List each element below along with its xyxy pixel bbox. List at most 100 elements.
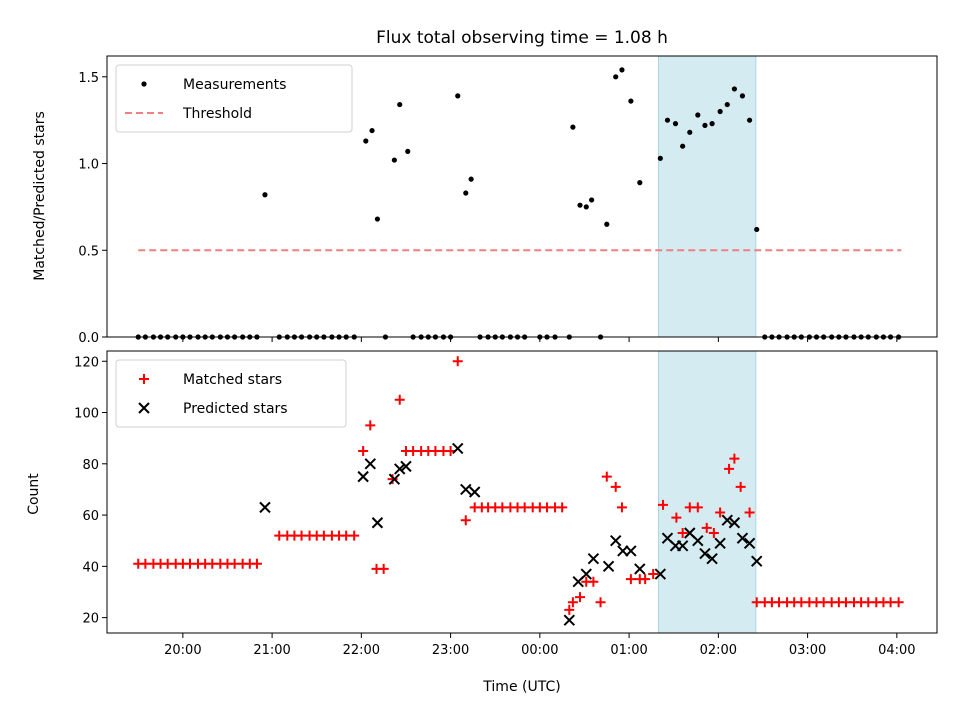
measurement-point [397, 101, 403, 108]
measurement-point [687, 129, 693, 135]
matched-star-point [610, 481, 621, 492]
predicted-star-point [580, 568, 592, 580]
measurement-point [709, 121, 715, 127]
measurement-point [369, 127, 375, 134]
matched-star-point [708, 528, 719, 539]
predicted-star-point [625, 545, 637, 557]
matched-star-point [358, 445, 369, 456]
measurement-point [604, 221, 610, 227]
matched-star-point [460, 515, 471, 526]
axes-frame [106, 350, 938, 634]
predicted-star-point [563, 614, 576, 626]
star-count-panel: 20 40 60 80 100 120 20:00 21:00 22:00 23:00 00:00 0… [26, 350, 938, 695]
top-legend: Measurements Threshold [115, 64, 353, 133]
predicted-star-point [452, 442, 464, 455]
measurement-point [628, 98, 634, 104]
observing-time-span-rect [658, 350, 757, 634]
matched-star-point [378, 563, 389, 574]
predicted-star-point [587, 552, 600, 565]
predicted-star-point [400, 460, 412, 473]
x-tick-label: 20:00 [164, 643, 201, 658]
x-tick-label: 03:00 [789, 643, 826, 658]
legend-label: Predicted stars [183, 401, 288, 417]
y-tick-label: 60 [82, 509, 99, 524]
measurement-point [463, 190, 469, 196]
predicted-star-point [394, 463, 406, 475]
x-axis-label: Time (UTC) [482, 679, 560, 695]
matched-star-point [701, 522, 712, 533]
matched-star-point [588, 576, 599, 587]
predicted-star-point [706, 552, 718, 565]
measurement-point [731, 86, 738, 92]
x-tick-label: 00:00 [521, 643, 558, 658]
y-tick-label: 40 [82, 560, 99, 575]
x-tick-label: 01:00 [610, 643, 647, 658]
measurement-point [262, 192, 268, 198]
measurement-point [664, 117, 671, 123]
star-count-axes: 20 40 60 80 100 120 20:00 21:00 22:00 23:00 00:00 0… [74, 350, 938, 658]
matched-star-point [575, 592, 586, 603]
measurement-point [724, 101, 730, 108]
x-tick-label: 04:00 [878, 643, 915, 658]
measurement-point [754, 226, 760, 233]
measurement-point [570, 124, 576, 130]
flux-ratio-axes: 0.0 0.5 1.0 1.5 [78, 55, 938, 346]
matched-star-point [735, 481, 746, 492]
legend-marker [141, 81, 147, 87]
measurement-point [637, 180, 643, 186]
legend-marker [139, 374, 149, 384]
measurement-point [739, 93, 746, 99]
y-tick-label: 0.0 [78, 331, 99, 346]
matched-star-point [648, 569, 659, 580]
predicted-star-point [751, 555, 763, 567]
measurement-point [577, 202, 583, 208]
chart-title: Flux total observing time = 1.08 h [376, 28, 668, 48]
matched-star-point [677, 528, 688, 539]
matched-star-point [251, 558, 262, 569]
measurement-point [374, 216, 381, 222]
x-tick-label: 02:00 [700, 643, 737, 658]
predicted-star-point [728, 517, 741, 529]
y-tick-label: 1.0 [78, 158, 99, 173]
predicted-star-point [676, 540, 689, 552]
legend-label: Threshold [182, 106, 252, 122]
predicted-star-point [468, 486, 481, 498]
flux-ratio-panel: 0.0 0.5 1.0 1.5 Matched/Predicted stars Mea… [32, 55, 938, 346]
bottom-legend: Matched stars Predicted stars [115, 359, 347, 428]
matched-star-point [729, 453, 740, 464]
measurement-point [363, 138, 369, 144]
star-count-points [133, 356, 904, 626]
measurement-point [613, 74, 619, 80]
y-tick-label: 100 [74, 407, 99, 422]
axes-frame [106, 55, 938, 338]
measurement-point [589, 197, 595, 203]
matched-star-point [567, 597, 578, 608]
predicted-star-point [743, 537, 756, 549]
legend-label: Measurements [183, 77, 286, 93]
predicted-star-point [259, 501, 271, 514]
x-tick-label: 22:00 [343, 643, 380, 658]
x-tick-label: 23:00 [432, 643, 469, 658]
predicted-star-point [364, 458, 376, 470]
predicted-star-point [699, 547, 711, 560]
predicted-star-point [714, 537, 726, 549]
y-tick-label: 120 [74, 355, 99, 370]
matched-star-point [365, 420, 376, 431]
x-tick-label: 21:00 [253, 643, 290, 658]
predicted-star-point [388, 473, 401, 485]
measurement-point [717, 108, 723, 115]
legend-label: Matched stars [183, 372, 282, 388]
observing-time-span [658, 55, 757, 338]
predicted-star-point [654, 568, 667, 580]
measurement-point [746, 117, 753, 123]
measurement-point [672, 121, 679, 127]
y-tick-label: 80 [82, 458, 99, 473]
matched-star-point [394, 394, 405, 405]
matched-star-point [893, 597, 904, 608]
matched-star-point [557, 502, 568, 513]
matched-star-point [658, 499, 669, 510]
predicted-star-point [610, 535, 622, 547]
matched-star-point [349, 530, 360, 541]
predicted-star-point [460, 483, 472, 496]
